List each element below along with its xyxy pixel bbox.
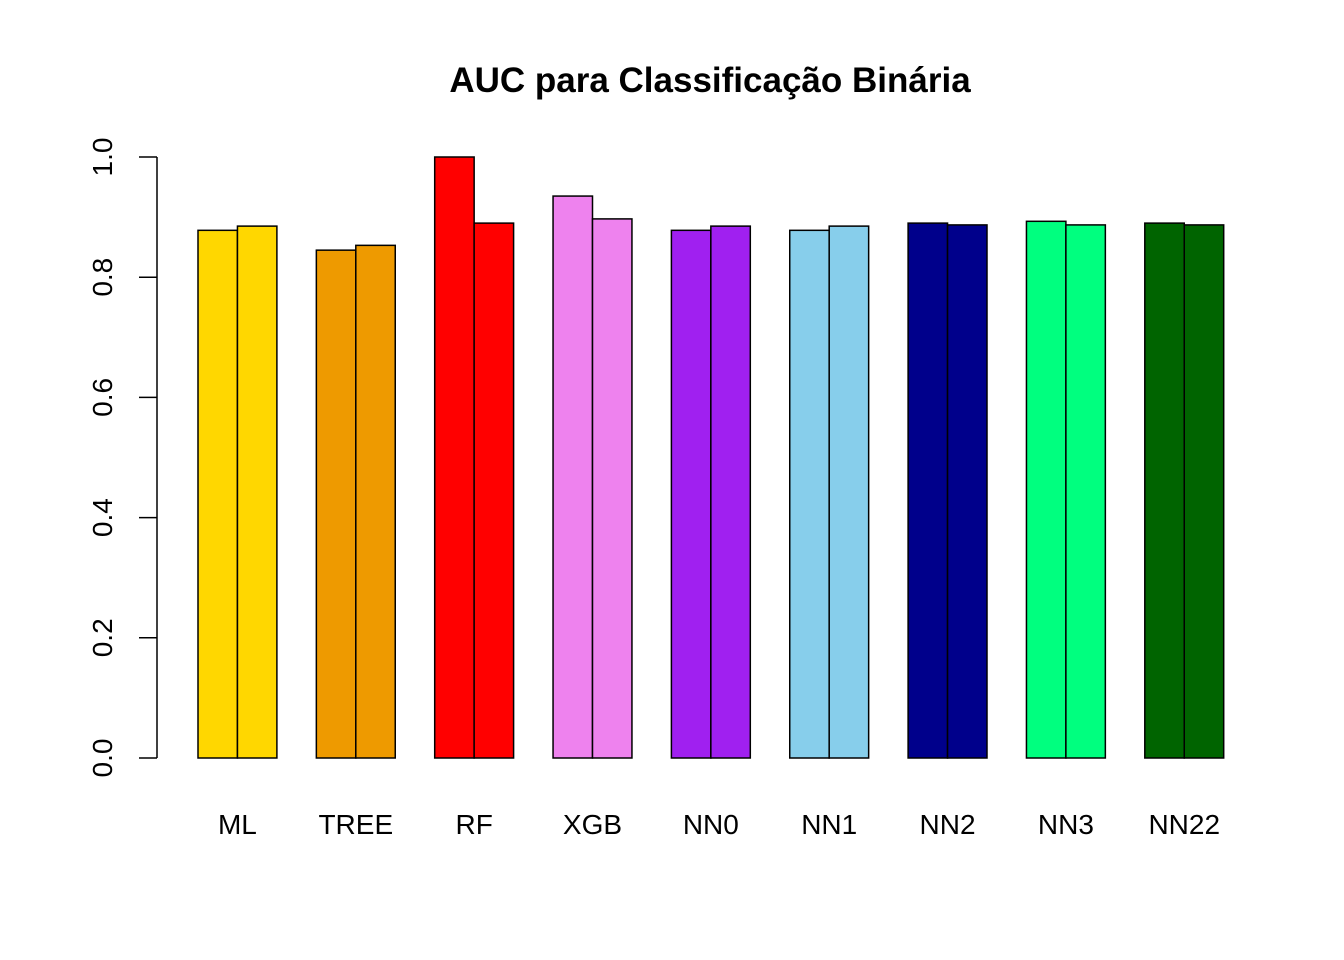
- bar-tree-2: [355, 244, 396, 759]
- y-tick-label: 0.0: [87, 739, 118, 778]
- y-tick-label: 0.6: [87, 378, 118, 417]
- chart-title: AUC para Classificação Binária: [449, 61, 971, 100]
- y-tick-label: 0.8: [87, 258, 118, 297]
- bar-nn2-1: [907, 222, 949, 759]
- bars: [197, 156, 1225, 759]
- x-axis-labels: ML TREE RF XGB NN0 NN1 NN2 NN3 NN22: [218, 809, 1220, 840]
- bar-ml-2: [236, 225, 278, 759]
- bar-nn0-1: [670, 229, 712, 759]
- bar-nn1-1: [789, 229, 830, 759]
- x-tick-label: NN3: [1038, 809, 1094, 840]
- x-tick-label: XGB: [563, 809, 622, 840]
- bar-xgb-2: [591, 218, 633, 759]
- x-tick-label: ML: [218, 809, 257, 840]
- y-axis: 0.0 0.2 0.4 0.6 0.8 1.0: [87, 138, 158, 778]
- bar-rf-2: [473, 222, 515, 759]
- bar-nn3-1: [1025, 220, 1067, 759]
- x-tick-label: NN0: [683, 809, 739, 840]
- bar-rf-1: [433, 156, 475, 759]
- y-tick-label: 0.4: [87, 498, 118, 537]
- x-tick-label: NN2: [920, 809, 976, 840]
- bar-nn22-1: [1144, 222, 1186, 759]
- bar-nn22-2: [1183, 224, 1225, 759]
- x-tick-label: NN1: [801, 809, 857, 840]
- x-tick-label: NN22: [1148, 809, 1220, 840]
- x-tick-label: TREE: [318, 809, 393, 840]
- bar-xgb-1: [552, 195, 594, 759]
- y-tick-label: 1.0: [87, 138, 118, 177]
- bar-nn2-2: [946, 224, 988, 759]
- bar-ml-1: [197, 229, 239, 759]
- bar-nn0-2: [710, 225, 752, 759]
- x-tick-label: RF: [455, 809, 492, 840]
- y-tick-label: 0.2: [87, 618, 118, 657]
- bar-nn1-2: [828, 225, 870, 759]
- bar-nn3-2: [1065, 224, 1107, 759]
- bar-tree-1: [315, 249, 357, 759]
